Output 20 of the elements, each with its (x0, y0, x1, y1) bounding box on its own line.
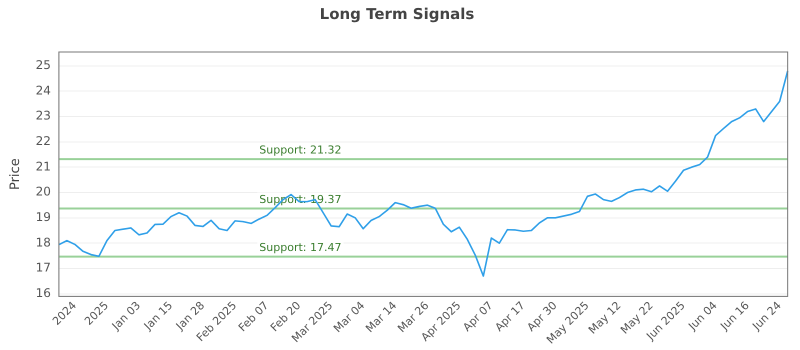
chart-title: Long Term Signals (320, 4, 474, 23)
x-tick-label: Jun 16 (717, 298, 752, 334)
y-tick-label: 16 (36, 286, 51, 300)
y-tick-label: 25 (36, 58, 51, 72)
y-tick-label: 24 (36, 83, 51, 98)
y-tick-label: 18 (36, 235, 51, 250)
y-tick-label: 20 (36, 184, 51, 199)
y-tick-label: 21 (36, 159, 51, 174)
ref-line-label: Support: 17.47 (259, 240, 342, 254)
y-axis-title: Price (8, 158, 24, 190)
y-tick-label: 17 (36, 260, 51, 275)
x-tick-label: Jun 04 (685, 298, 720, 334)
x-tick-label: Feb 07 (236, 298, 272, 334)
x-tick-label: Jan 03 (108, 298, 144, 334)
x-tick-label: Jun 24 (749, 298, 784, 334)
y-tick-label: 23 (36, 108, 51, 123)
x-tick-label: Jan 15 (140, 298, 176, 334)
y-tick-label: 19 (36, 210, 51, 224)
ref-line-label: Support: 21.32 (259, 143, 342, 156)
y-tick-label: 22 (36, 134, 51, 148)
